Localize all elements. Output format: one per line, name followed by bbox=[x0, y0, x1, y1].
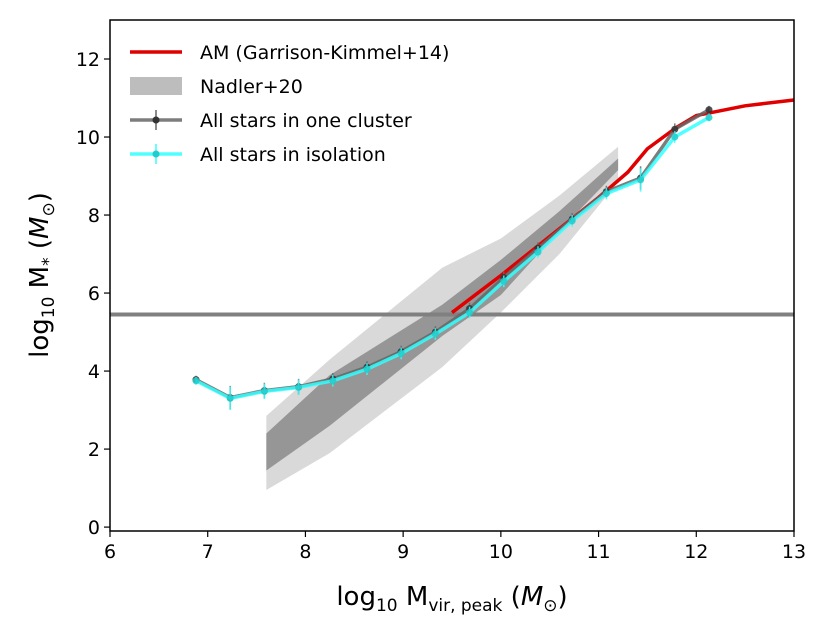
x-tick-label: 9 bbox=[397, 541, 409, 563]
series-layer bbox=[192, 98, 795, 411]
data-point bbox=[602, 190, 610, 198]
legend-marker bbox=[152, 116, 160, 124]
legend-entry-3: All stars in isolation bbox=[130, 144, 386, 166]
y-ticks: 0 2 4 6 8 10 12 bbox=[76, 49, 110, 539]
data-point bbox=[295, 383, 303, 391]
y-tick-label: 0 bbox=[88, 517, 100, 539]
legend-entry-1: Nadler+20 bbox=[130, 76, 303, 98]
series-0 bbox=[450, 98, 795, 314]
y-tick-label: 4 bbox=[88, 361, 100, 383]
legend-label: AM (Garrison-Kimmel+14) bbox=[200, 42, 449, 64]
y-tick-label: 2 bbox=[88, 439, 100, 461]
data-point bbox=[192, 377, 200, 385]
series-line-0 bbox=[450, 98, 795, 314]
bands-layer bbox=[266, 146, 619, 491]
y-axis-label: log10 M* (M⊙) bbox=[25, 192, 59, 358]
data-point bbox=[260, 387, 268, 395]
legend: AM (Garrison-Kimmel+14) Nadler+20 All star… bbox=[130, 42, 449, 166]
data-point bbox=[363, 365, 371, 373]
x-tick-label: 6 bbox=[104, 541, 116, 563]
data-point bbox=[431, 330, 439, 338]
legend-label: All stars in isolation bbox=[200, 144, 386, 166]
series-2 bbox=[192, 113, 713, 411]
data-point bbox=[671, 133, 679, 141]
legend-label: All stars in one cluster bbox=[200, 110, 412, 132]
plot-frame bbox=[109, 19, 795, 532]
x-tick-label: 10 bbox=[489, 541, 513, 563]
x-ticks: 6 7 8 9 10 11 12 13 bbox=[104, 531, 806, 563]
data-point bbox=[466, 309, 474, 317]
data-point bbox=[568, 217, 576, 225]
y-tick-label: 8 bbox=[88, 205, 100, 227]
legend-entry-2: All stars in one cluster bbox=[130, 110, 412, 132]
data-point bbox=[397, 350, 405, 358]
series-line-2 bbox=[195, 115, 710, 401]
y-tick-label: 10 bbox=[76, 127, 100, 149]
data-point bbox=[534, 248, 542, 256]
legend-entry-0: AM (Garrison-Kimmel+14) bbox=[130, 42, 449, 64]
x-tick-label: 12 bbox=[684, 541, 708, 563]
y-tick-label: 12 bbox=[76, 49, 100, 71]
x-axis-label: log10 Mvir, peak (M⊙) bbox=[336, 582, 567, 616]
data-point bbox=[637, 176, 645, 184]
data-point bbox=[671, 125, 679, 133]
x-tick-label: 7 bbox=[202, 541, 214, 563]
x-tick-label: 8 bbox=[299, 541, 311, 563]
data-point bbox=[500, 277, 508, 285]
data-point bbox=[705, 106, 713, 114]
data-point bbox=[329, 377, 337, 385]
data-point bbox=[226, 394, 234, 402]
legend-label: Nadler+20 bbox=[200, 76, 303, 98]
x-tick-label: 13 bbox=[782, 541, 806, 563]
legend-swatch bbox=[130, 77, 182, 95]
legend-marker bbox=[152, 150, 160, 158]
y-tick-label: 6 bbox=[88, 283, 100, 305]
data-point bbox=[705, 114, 713, 122]
x-tick-label: 11 bbox=[586, 541, 610, 563]
